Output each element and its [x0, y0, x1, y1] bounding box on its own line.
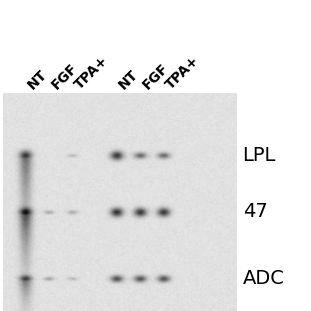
Text: FGF: FGF [49, 60, 80, 92]
Text: 47: 47 [243, 202, 267, 221]
Text: FGF: FGF [140, 60, 171, 92]
Text: NT: NT [25, 67, 50, 92]
Text: ADC: ADC [243, 269, 285, 288]
Text: NT: NT [116, 67, 141, 92]
Text: TPA+: TPA+ [72, 53, 111, 92]
Text: LPL: LPL [243, 146, 276, 165]
Text: TPA+: TPA+ [163, 53, 202, 92]
